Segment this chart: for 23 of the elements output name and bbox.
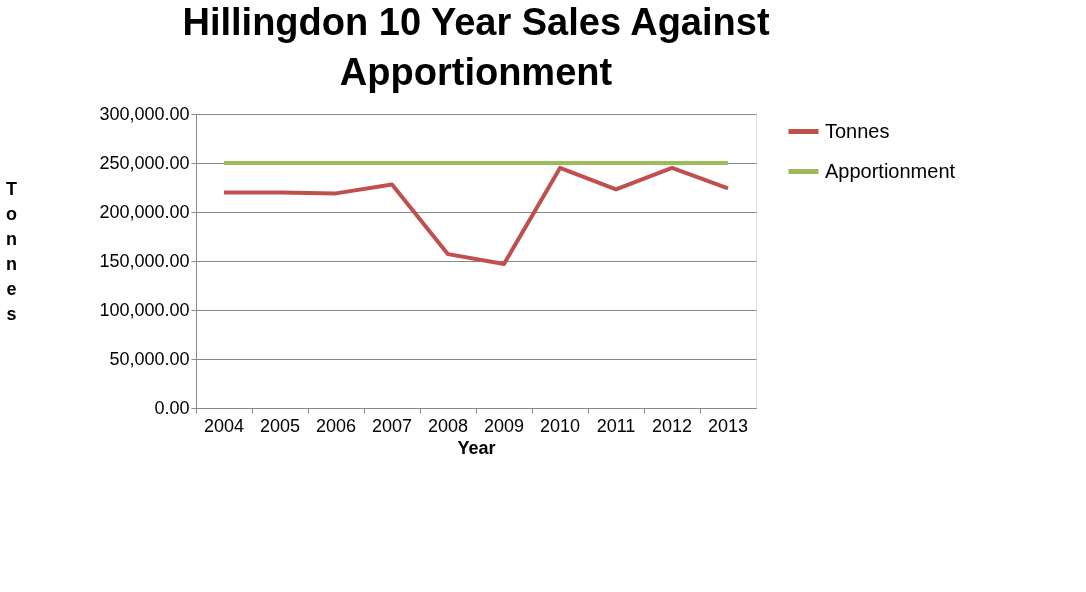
x-tick-label: 2006	[315, 415, 357, 436]
x-tick-label: 2009	[483, 415, 525, 436]
line-series	[222, 165, 730, 266]
y-tick-label: 200,000.00	[99, 201, 190, 222]
x-tick-label: 2004	[203, 415, 245, 436]
legend-label: Tonnes	[825, 119, 890, 142]
legend-label: Apportionment	[825, 159, 956, 182]
y-tick-label: 300,000.00	[99, 103, 190, 124]
x-tick-label: 2005	[259, 415, 301, 436]
y-tick-label: 150,000.00	[99, 250, 190, 271]
x-tick-label: 2007	[371, 415, 413, 436]
x-axis-title: Year	[457, 437, 496, 458]
chart-title: Hillingdon 10 Year Sales Against Apportionment	[182, 1, 770, 93]
x-tick-label: 2011	[596, 415, 636, 436]
x-tick-label: 2010	[539, 415, 581, 436]
x-tick-label: 2013	[707, 415, 749, 436]
y-axis-title: Tonnes	[6, 178, 17, 324]
y-tick-label: 100,000.00	[99, 299, 190, 320]
y-tick-label: 0.00	[154, 397, 190, 418]
x-tick-label: 2008	[427, 415, 469, 436]
y-tick-label: 250,000.00	[99, 152, 190, 173]
y-tick-label: 50,000.00	[109, 348, 190, 369]
x-tick-label: 2012	[651, 415, 693, 436]
